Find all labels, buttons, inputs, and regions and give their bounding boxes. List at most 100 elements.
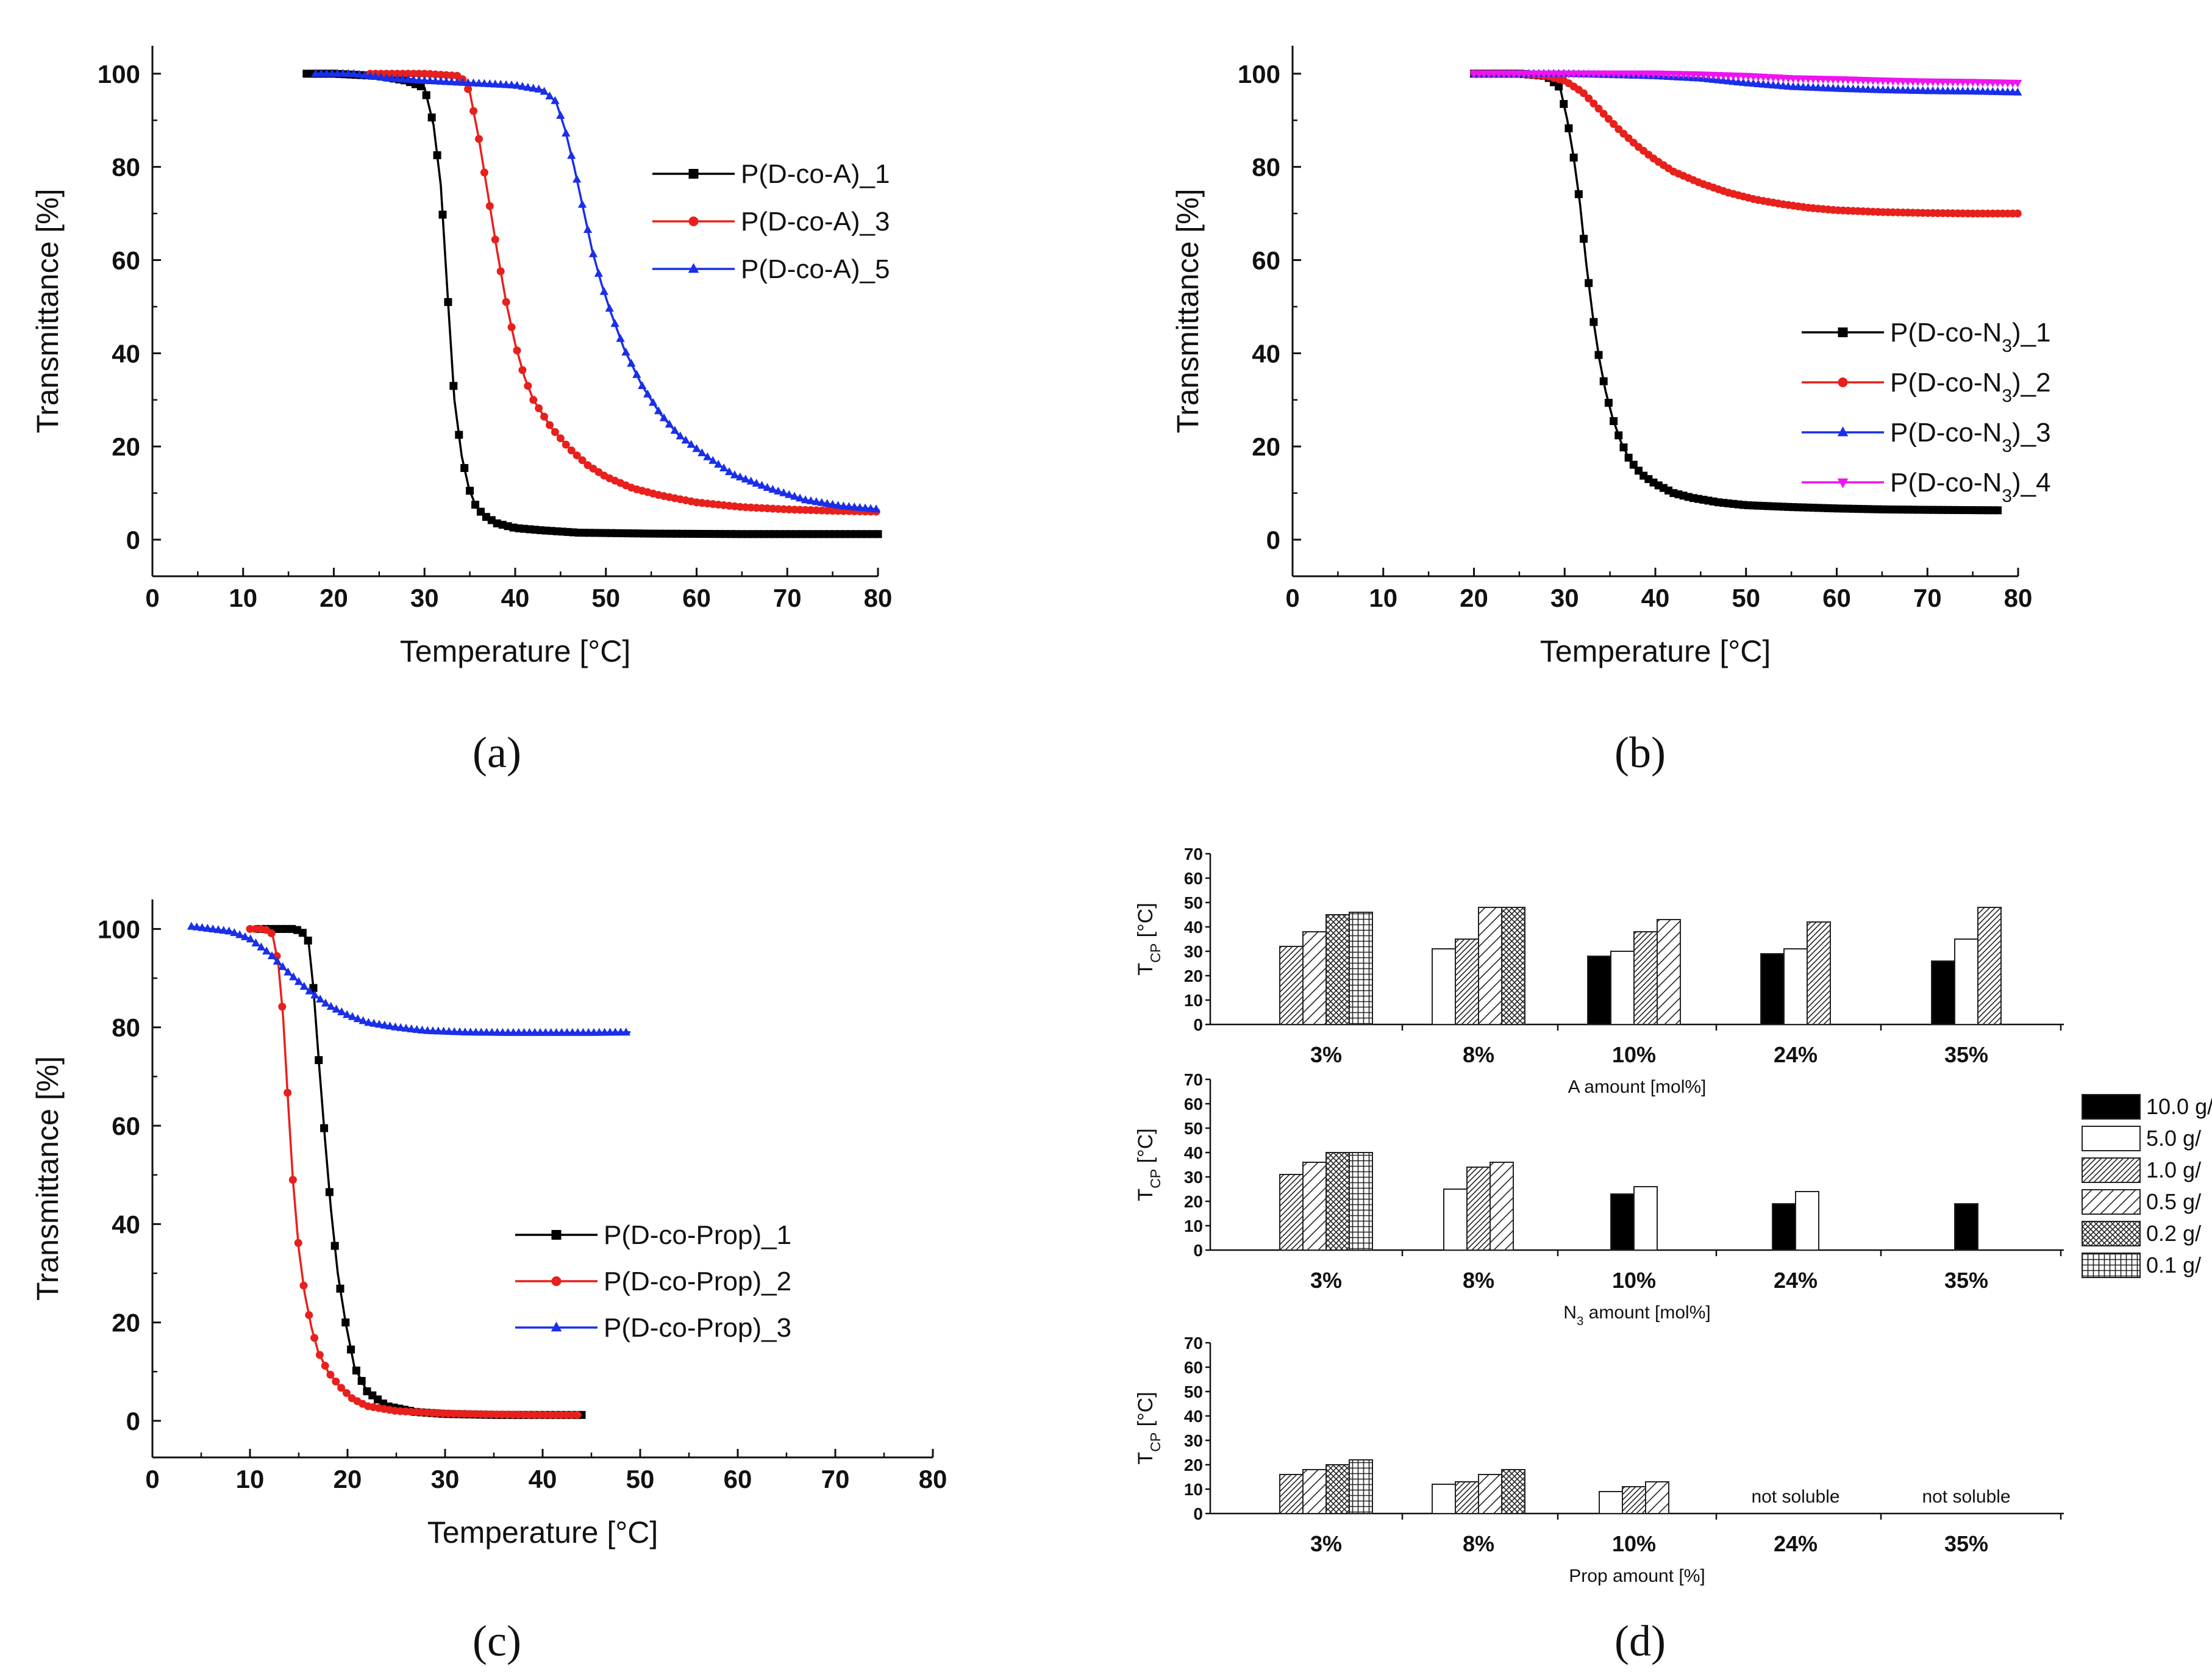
data-point — [491, 79, 500, 88]
data-point — [687, 440, 696, 448]
data-point — [551, 96, 560, 104]
bar — [1795, 1191, 1819, 1251]
x-tick-label: 10 — [236, 1465, 265, 1493]
data-point — [337, 1007, 346, 1015]
y-tick-label: 20 — [1184, 1192, 1203, 1211]
data-point — [562, 440, 570, 449]
category-label: 35% — [1944, 1042, 1988, 1067]
bar — [1478, 1474, 1502, 1514]
data-point — [567, 151, 576, 159]
legend: 10.0 g/5.0 g/1.0 g/0.5 g/0.2 g/0.1 g/ — [2082, 1094, 2212, 1278]
y-tick-label: 60 — [112, 1112, 140, 1140]
annotation-not-soluble: not soluble — [1751, 1487, 1839, 1507]
data-point — [353, 1014, 362, 1023]
data-point — [341, 1318, 350, 1327]
data-point — [409, 70, 418, 78]
bar — [1432, 1484, 1456, 1514]
data-point — [251, 938, 260, 946]
bar — [1610, 1193, 1635, 1251]
data-point — [365, 71, 375, 79]
y-tick-label: 100 — [1238, 60, 1280, 88]
panel-c-chart: 0 10 20 30 40 50 60 70 80 0 20 40 60 80 100 Temperature… — [30, 899, 947, 1550]
y-tick-label: 20 — [1252, 432, 1280, 461]
data-point — [785, 490, 794, 498]
data-point — [817, 498, 826, 506]
data-point — [529, 84, 538, 92]
data-point — [278, 962, 287, 970]
legend-label: 1.0 g/ — [2146, 1157, 2201, 1182]
data-point — [380, 1020, 389, 1029]
data-point — [485, 202, 494, 210]
legend-marker — [551, 1230, 562, 1240]
data-point — [599, 287, 608, 295]
y-tick-label: 20 — [112, 1309, 140, 1337]
data-point — [621, 1028, 630, 1036]
legend-label: P(D-co-N3)_1 — [1890, 318, 2051, 356]
data-point — [871, 504, 881, 513]
data-point — [556, 434, 565, 443]
legend-marker — [551, 1321, 562, 1332]
data-point — [349, 69, 359, 77]
data-point — [1614, 431, 1623, 440]
y-axis-label: TCP [°C] — [1134, 903, 1163, 975]
data-point — [507, 80, 516, 88]
data-point — [409, 75, 418, 84]
data-point — [315, 1351, 324, 1359]
data-point — [588, 249, 598, 257]
data-point — [518, 366, 527, 374]
data-point — [719, 463, 729, 472]
data-point — [230, 928, 239, 937]
legend-marker — [1838, 327, 1848, 337]
data-point — [577, 199, 587, 208]
x-tick-label: 60 — [1822, 584, 1851, 612]
y-tick-label: 40 — [1184, 1407, 1203, 1426]
x-tick-label: 40 — [1641, 584, 1670, 612]
bar — [1977, 907, 2002, 1025]
y-tick-label: 0 — [1193, 1015, 1203, 1034]
legend-marker — [688, 169, 699, 179]
subplot-1: 0 10 20 30 40 50 60 70 3% 8% 10% 24% 35% A amount [mo… — [1134, 845, 2064, 1097]
data-point — [583, 225, 593, 234]
data-point — [654, 406, 663, 415]
data-point — [822, 499, 832, 507]
data-point — [415, 70, 423, 78]
data-point — [616, 334, 625, 342]
data-point — [1579, 235, 1588, 243]
legend-marker — [688, 216, 699, 226]
data-point — [347, 1345, 355, 1354]
data-point — [1564, 124, 1573, 132]
data-point — [433, 151, 441, 160]
data-point — [594, 268, 603, 277]
legend-swatch — [2082, 1189, 2141, 1215]
subplot-3: 0 10 20 30 40 50 60 70 3% 8% 10% 24% not soluble 35% n… — [1134, 1334, 2064, 1586]
data-point — [315, 1056, 323, 1064]
series-4 — [1469, 70, 2022, 88]
data-point — [474, 79, 483, 87]
data-point — [855, 502, 865, 511]
bar — [1760, 953, 1785, 1025]
data-point — [746, 476, 755, 485]
panel-label-d: (d) — [1614, 1617, 1666, 1665]
data-point — [627, 359, 636, 367]
data-point — [605, 304, 614, 312]
y-tick-label: 100 — [98, 60, 140, 88]
x-tick-label: 0 — [145, 584, 159, 612]
data-point — [310, 1334, 319, 1342]
bar — [1783, 948, 1808, 1025]
bar — [1501, 907, 1525, 1025]
data-point — [420, 76, 429, 84]
bar — [1931, 960, 1955, 1025]
x-tick-label: 10 — [1369, 584, 1397, 612]
data-point — [659, 413, 669, 421]
x-axis-label: Temperature [°C] — [1540, 634, 1771, 668]
data-point — [450, 1027, 459, 1035]
series-line — [1474, 73, 2018, 215]
data-point — [401, 1023, 411, 1032]
x-tick-label: 80 — [2004, 584, 2033, 612]
data-point — [534, 84, 543, 93]
data-point — [475, 135, 483, 143]
x-tick-label: 50 — [591, 584, 620, 612]
data-point — [774, 486, 783, 495]
data-point — [562, 128, 571, 137]
legend-label: P(D-co-N3)_4 — [1890, 468, 2051, 506]
